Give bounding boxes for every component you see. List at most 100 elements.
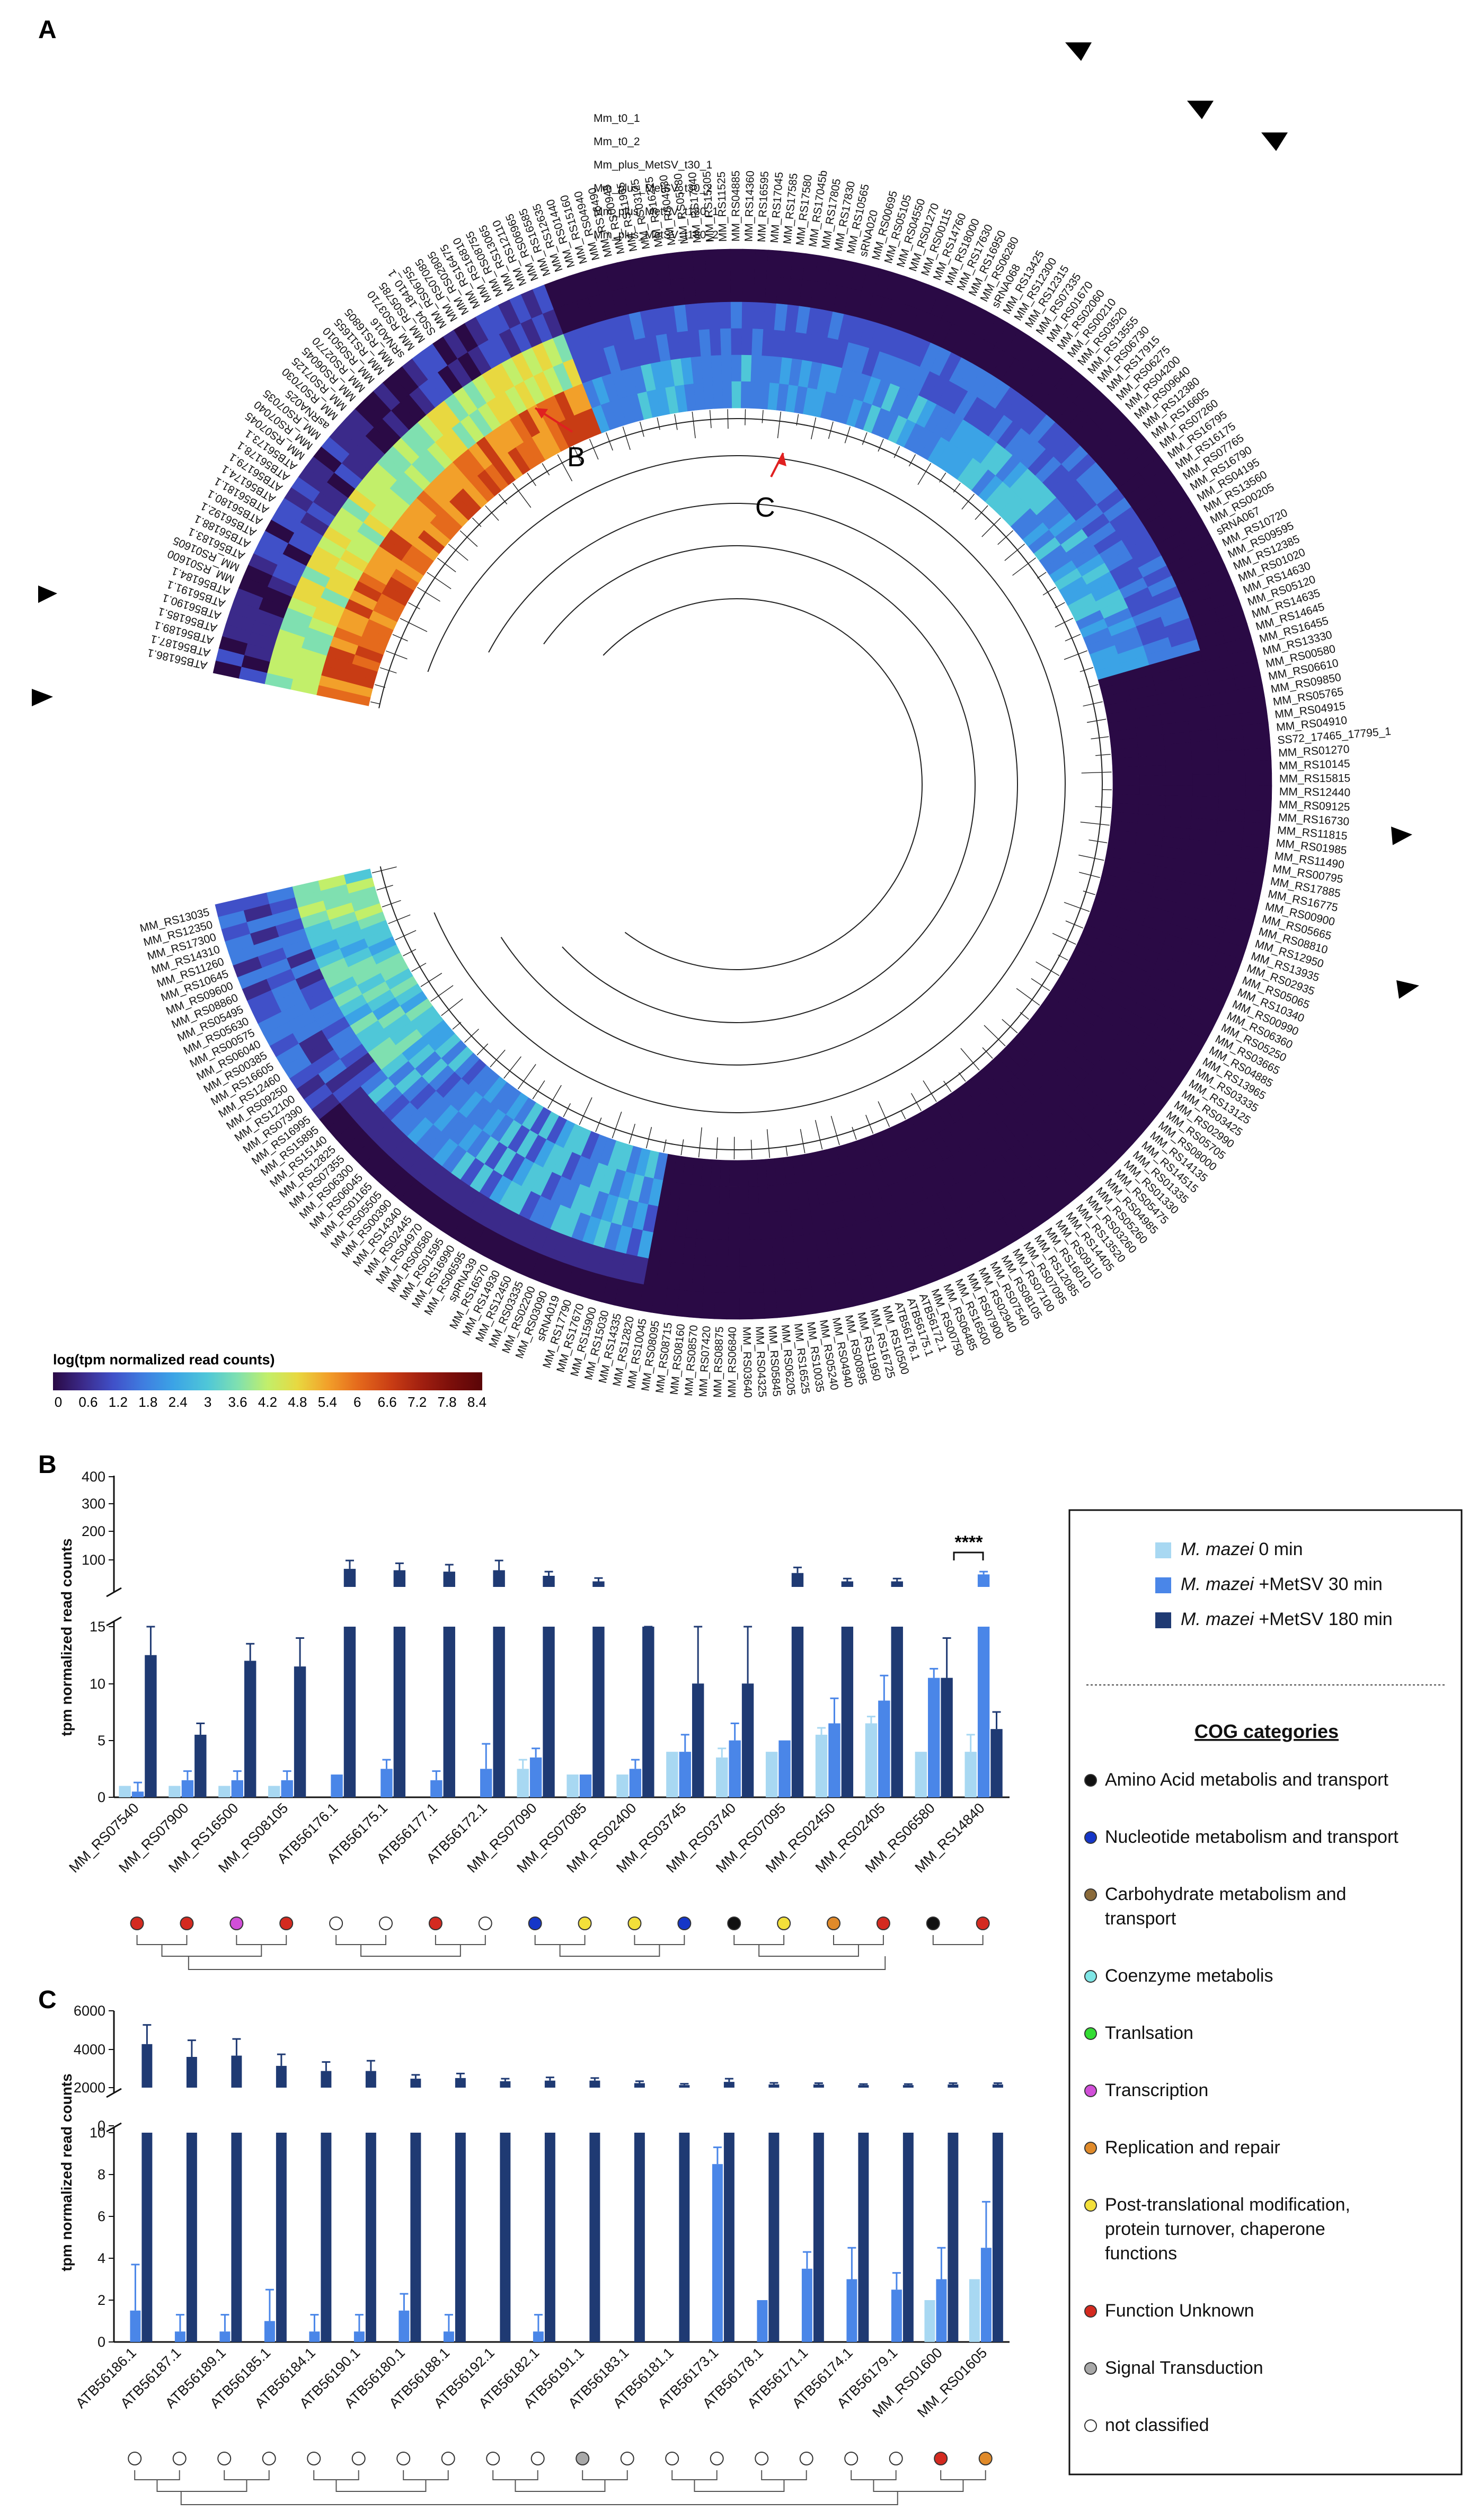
- dendrogram-arc: [488, 503, 1018, 1066]
- dendrogram-branch: [589, 439, 599, 460]
- arrow-b-label: B: [567, 442, 586, 473]
- marker-triangles: [32, 42, 1419, 999]
- cog-tree-branch: [335, 1935, 387, 1945]
- y-tick-label: 5: [98, 1733, 105, 1749]
- bar-upper: [410, 2079, 421, 2088]
- bar: [741, 1683, 754, 1797]
- heatmap-cell: [1112, 766, 1140, 777]
- heatmap-cell: [731, 381, 742, 409]
- dendrogram-branch: [862, 432, 868, 445]
- arrow-c-label: C: [755, 492, 775, 523]
- cog-legend-label: Carbohydrate metabolism and: [1105, 1884, 1346, 1904]
- arrow-c-head: [777, 453, 786, 466]
- dendrogram-branch: [1052, 933, 1076, 945]
- bar: [410, 2133, 421, 2342]
- dendrogram-branch: [579, 1097, 592, 1125]
- cog-tree-branch: [833, 1935, 884, 1945]
- heatmap-cell: [738, 1160, 749, 1187]
- significance-bracket: [953, 1551, 984, 1560]
- cog-tree-branch: [236, 1935, 287, 1945]
- heatmap-cell: [1217, 749, 1245, 764]
- heatmap-cell: [1217, 808, 1245, 822]
- bar: [969, 2279, 980, 2342]
- y-tick-label: 4000: [74, 2042, 105, 2057]
- dendrogram-branch: [532, 1080, 545, 1099]
- bar: [393, 1627, 406, 1797]
- bar: [765, 1752, 778, 1797]
- dendrogram-branch: [1016, 988, 1040, 1006]
- gene-label: MM_RS04325: [753, 1326, 768, 1398]
- dendrogram-branch: [698, 1127, 702, 1158]
- bar: [592, 1627, 605, 1797]
- dendrogram-branch: [745, 409, 746, 425]
- dendrogram-arc: [603, 598, 923, 970]
- bar: [544, 2133, 555, 2342]
- cog-dot: [978, 2452, 993, 2465]
- heatmap-cell: [728, 1239, 740, 1267]
- bar: [791, 1627, 804, 1797]
- y-tick-label: 200: [82, 1523, 105, 1539]
- bar: [941, 1678, 953, 1797]
- dendrogram-branch: [464, 1028, 479, 1043]
- cog-title: COG categories: [1194, 1720, 1339, 1742]
- heatmap-cell: [730, 275, 743, 303]
- dendrogram-branch: [800, 1129, 806, 1153]
- y-tick-label: 0: [98, 2118, 105, 2134]
- dendrogram-branch: [1080, 821, 1110, 826]
- gene-label: MM_RS03640: [740, 1327, 754, 1398]
- sample-labels: Mm_t0_1 Mm_t0_2 Mm_plus_MetSV_t30_1 Mm_p…: [594, 112, 719, 241]
- heatmap-cell: [716, 1239, 729, 1267]
- cog-tree-branch: [559, 1945, 660, 1957]
- bar: [169, 1786, 181, 1797]
- dendrogram-branch: [612, 1111, 622, 1139]
- cog-dot: [441, 2452, 455, 2465]
- bar-upper: [891, 1581, 903, 1587]
- cog-dot: [307, 2452, 321, 2465]
- cog-dot: [486, 2452, 500, 2465]
- cog-dot: [799, 2452, 813, 2465]
- legend-condition: +MetSV 30 min: [1254, 1574, 1383, 1594]
- y-tick-label: 15: [90, 1619, 105, 1635]
- bar: [666, 1752, 678, 1797]
- bar: [500, 2133, 511, 2342]
- heatmap-cell: [708, 1186, 720, 1213]
- bar: [268, 1786, 280, 1797]
- bar: [757, 2300, 768, 2342]
- dendrogram-branch: [517, 1064, 536, 1089]
- heatmap-cell: [1191, 762, 1219, 775]
- dendrogram-branch: [984, 1025, 1006, 1046]
- dendrogram-branch: [893, 446, 900, 458]
- colorbar-title: log(tpm normalized read counts): [53, 1352, 275, 1368]
- axis-break: [106, 2122, 122, 2133]
- legend-swatch: [1155, 1612, 1171, 1628]
- dendrogram-branch: [958, 1072, 966, 1082]
- y-tick-label: 4: [98, 2250, 105, 2266]
- dendrogram-branch: [1095, 753, 1111, 756]
- bar: [841, 1627, 854, 1797]
- heatmap-cell: [730, 301, 742, 329]
- cog-legend-dot: [1084, 1888, 1097, 1901]
- sample-label: Mm_t0_2: [594, 136, 640, 148]
- bar: [443, 1627, 455, 1797]
- cog-dot: [665, 2452, 679, 2465]
- dendrogram-branch: [430, 985, 454, 1002]
- cog-dot: [172, 2452, 187, 2465]
- bar: [219, 2331, 231, 2342]
- heatmap-cell: [1139, 775, 1166, 786]
- dendrogram-branch: [674, 414, 678, 430]
- heatmap-cell: [727, 1292, 740, 1320]
- y-axis-label: tpm normalized read counts: [58, 1538, 75, 1736]
- cog-legend-dot: [1084, 2305, 1097, 2318]
- cog-tree-branch: [940, 2470, 986, 2480]
- heatmap-cell: [731, 328, 742, 356]
- cog-legend-label: Post-translational modification,: [1105, 2195, 1350, 2215]
- heatmap-cell: [344, 868, 373, 884]
- gene-label: MM_RS10145: [1279, 758, 1350, 772]
- bar-upper: [841, 1581, 854, 1587]
- dendrogram-branch: [908, 454, 916, 467]
- legend-label: M. mazei +MetSV 180 min: [1181, 1609, 1393, 1629]
- colorbar-tick-label: 2.4: [169, 1394, 188, 1410]
- triangle-marker: [1261, 132, 1288, 151]
- dendrogram-branch: [830, 1115, 840, 1146]
